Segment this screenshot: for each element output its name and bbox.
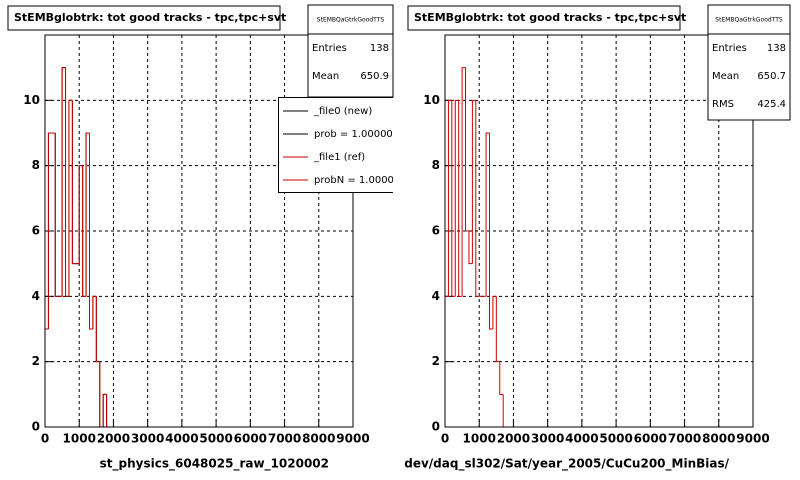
- x-tick-label: 4000: [165, 432, 198, 446]
- histogram-step: [454, 99, 459, 297]
- histogram-step: [485, 132, 490, 297]
- histogram-step: [88, 133, 93, 330]
- x-axis-label: st_physics_6048025_raw_1020002: [100, 457, 329, 472]
- x-tick-label: 0: [41, 432, 49, 446]
- x-axis-label: dev/daq_sl302/Sat/year_2005/CuCu200_MinB…: [404, 457, 729, 472]
- y-tick-label: 4: [432, 289, 440, 303]
- y-tick-label: 8: [32, 158, 40, 172]
- histogram-step: [499, 361, 504, 395]
- x-tick-label: 2000: [97, 432, 130, 446]
- y-tick-label: 2: [32, 354, 40, 368]
- histogram-step: [451, 100, 456, 297]
- stats-label: Mean: [712, 71, 739, 82]
- stats-label: RMS: [712, 99, 734, 110]
- x-tick-label: 1000: [463, 432, 496, 446]
- histogram-step: [495, 296, 500, 363]
- histogram-step: [447, 99, 452, 297]
- histogram-step: [475, 100, 480, 297]
- stats-box: [307, 4, 394, 98]
- histogram-step: [61, 67, 66, 297]
- plot-frame: [444, 34, 754, 428]
- histogram-step: [468, 231, 473, 265]
- legend-label: prob = 1.000000: [314, 129, 399, 140]
- y-tick-label: 4: [32, 289, 40, 303]
- legend-label: _file1 (ref): [313, 152, 365, 163]
- plot-frame: [44, 34, 354, 428]
- y-tick-label: 10: [23, 93, 40, 107]
- histogram-step: [461, 67, 466, 297]
- chart-title: StEMBglobtrk: tot good tracks - tpc,tpc+…: [414, 11, 686, 24]
- title-box: [7, 5, 281, 31]
- x-tick-label: 8000: [302, 432, 335, 446]
- x-tick-label: 6000: [634, 432, 667, 446]
- stats-label: Mean: [312, 71, 339, 82]
- histogram-step: [65, 67, 69, 297]
- stats-value: 650.9: [360, 71, 389, 82]
- title-box: [407, 5, 681, 31]
- legend-box: [278, 97, 393, 193]
- x-tick-label: 1000: [63, 432, 96, 446]
- y-tick-label: 6: [32, 224, 40, 238]
- chart-title: StEMBglobtrk: tot good tracks - tpc,tpc+…: [14, 11, 286, 24]
- stats-label: Entries: [712, 43, 747, 54]
- y-tick-label: 8: [432, 158, 440, 172]
- histogram-step: [47, 132, 52, 329]
- stats-value: 138: [767, 43, 786, 54]
- x-tick-label: 3000: [131, 432, 164, 446]
- x-tick-label: 4000: [565, 432, 598, 446]
- histogram-step: [465, 67, 469, 232]
- histogram-step: [488, 133, 493, 330]
- legend-label: _file0 (new): [313, 106, 372, 117]
- histogram-step: [85, 132, 90, 297]
- x-tick-label: 0: [441, 432, 449, 446]
- histogram-step: [471, 99, 476, 264]
- histogram-step: [492, 295, 497, 329]
- stats-box: [707, 4, 791, 121]
- histogram-step: [78, 165, 83, 264]
- stats-value: 650.7: [757, 71, 786, 82]
- y-tick-label: 0: [32, 420, 40, 434]
- x-tick-label: 3000: [531, 432, 564, 446]
- x-tick-label: 9000: [736, 432, 769, 446]
- y-tick-label: 10: [423, 93, 440, 107]
- histogram-step: [71, 100, 76, 265]
- stats-label: Entries: [312, 43, 347, 54]
- legend: _file0 (new) prob = 1.000000 _file1 (ref) p…: [278, 97, 400, 193]
- stats-title: StEMBQaGtrkGoodTTS: [715, 17, 783, 24]
- stats-value: 425.4: [757, 99, 786, 110]
- stats-value: 138: [370, 43, 389, 54]
- histogram-step: [458, 100, 463, 297]
- histogram-step: [68, 99, 73, 297]
- x-tick-label: 7000: [268, 432, 301, 446]
- legend-shadow: [286, 192, 393, 193]
- histogram-step: [92, 295, 97, 329]
- stats-title: StEMBQaGtrkGoodTTS: [317, 17, 385, 24]
- x-tick-label: 8000: [702, 432, 735, 446]
- x-tick-label: 5000: [199, 432, 232, 446]
- y-tick-label: 0: [432, 420, 440, 434]
- legend-label: probN = 1.00000: [314, 175, 400, 186]
- y-tick-label: 6: [432, 224, 440, 238]
- x-tick-label: 2000: [497, 432, 530, 446]
- x-tick-label: 7000: [668, 432, 701, 446]
- histogram-step: [95, 296, 100, 363]
- histogram-step: [102, 393, 107, 427]
- histogram-step: [54, 133, 59, 297]
- x-tick-label: 6000: [234, 432, 267, 446]
- histogram-step: [82, 165, 87, 297]
- x-tick-label: 9000: [336, 432, 369, 446]
- x-tick-label: 5000: [599, 432, 632, 446]
- y-tick-label: 2: [432, 354, 440, 368]
